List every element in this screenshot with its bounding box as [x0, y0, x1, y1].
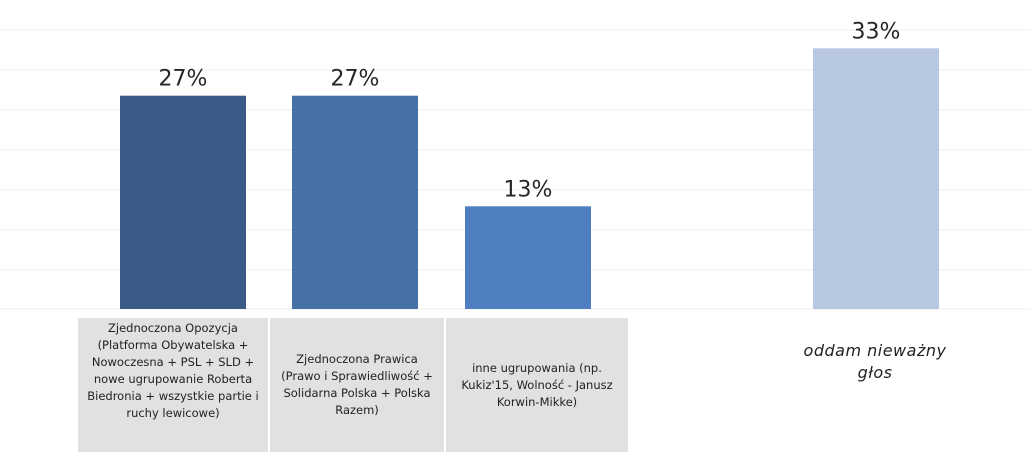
bar-1 — [120, 95, 246, 309]
category-label-inne-ugrupowania: inne ugrupowania (np. Kukiz'15, Wolność … — [446, 318, 628, 452]
category-label-text: Zjednoczona Prawica (Prawo i Sprawiedliw… — [281, 352, 433, 417]
bar-3 — [465, 206, 591, 309]
category-label-niewazny-glos: oddam nieważny głos — [800, 340, 950, 384]
category-label-zjednoczona-opozycja: Zjednoczona Opozycja (Platforma Obywatel… — [78, 318, 268, 452]
bar-4 — [813, 48, 939, 310]
value-labels: 27% 27% 13% 33% — [159, 19, 901, 202]
bar-value-label-4: 33% — [852, 19, 901, 44]
category-label-zjednoczona-prawica: Zjednoczona Prawica (Prawo i Sprawiedliw… — [270, 318, 444, 452]
bar-value-label-1: 27% — [159, 67, 208, 92]
category-label-text: inne ugrupowania (np. Kukiz'15, Wolność … — [461, 360, 613, 409]
category-label-text: Zjednoczona Opozycja (Platforma Obywatel… — [87, 321, 259, 420]
bar-2 — [292, 95, 418, 309]
category-label-text: oddam nieważny głos — [803, 341, 947, 382]
bars — [120, 48, 939, 310]
bar-value-label-3: 13% — [504, 177, 553, 202]
bar-value-label-2: 27% — [331, 67, 380, 92]
